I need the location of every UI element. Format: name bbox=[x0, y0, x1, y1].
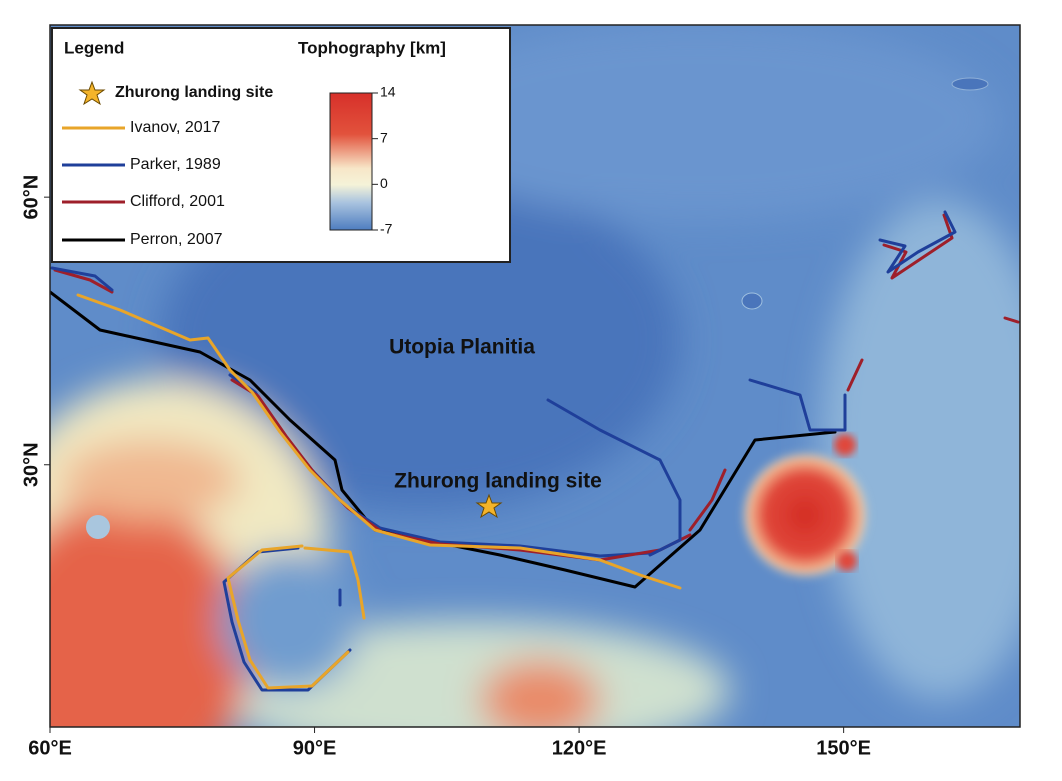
parker-line bbox=[546, 398, 682, 557]
colorbar-tick-label: 14 bbox=[380, 84, 396, 100]
legend-entry: Clifford, 2001 bbox=[130, 193, 225, 210]
perron-line bbox=[50, 290, 837, 589]
x-tick-label: 90°E bbox=[293, 737, 337, 759]
clifford-line bbox=[53, 268, 114, 294]
legend-entry: Perron, 2007 bbox=[130, 231, 223, 248]
x-tick-label: 60°E bbox=[28, 737, 72, 759]
site-label: Zhurong landing site bbox=[394, 470, 602, 493]
x-tick-label: 120°E bbox=[552, 737, 607, 759]
parker-line bbox=[748, 378, 847, 432]
legend-entry: Parker, 1989 bbox=[130, 156, 221, 173]
ivanov-line bbox=[226, 544, 350, 690]
colorbar-tick-label: 7 bbox=[380, 129, 388, 145]
legend-title: Legend bbox=[64, 38, 124, 57]
colorbar bbox=[329, 92, 373, 231]
topography bbox=[50, 25, 1020, 727]
y-tick-label: 30°N bbox=[20, 442, 42, 487]
clifford-line bbox=[846, 358, 864, 392]
region-label: Utopia Planitia bbox=[389, 336, 535, 359]
legend-site: Zhurong landing site bbox=[115, 84, 273, 101]
clifford-line bbox=[688, 468, 727, 532]
clifford-line bbox=[1003, 316, 1020, 324]
parker-line bbox=[50, 266, 114, 292]
volcano bbox=[740, 450, 870, 580]
parker-line bbox=[878, 210, 957, 274]
x-tick-label: 150°E bbox=[816, 737, 871, 759]
legend-entry: Ivanov, 2017 bbox=[130, 119, 221, 136]
site-star bbox=[475, 493, 503, 519]
y-tick-label: 60°N bbox=[20, 175, 42, 220]
ticks: 60°E 90°E 120°E 150°E 60°N 30°N 14 7 0 -7 bbox=[20, 84, 871, 760]
colorbar-title: Tophography [km] bbox=[298, 38, 446, 57]
ivanov-line bbox=[303, 546, 366, 620]
ivanov-line bbox=[76, 293, 682, 590]
colorbar-tick-label: -7 bbox=[380, 221, 393, 237]
contours bbox=[50, 210, 1020, 692]
colorbar-tick-label: 0 bbox=[380, 175, 388, 191]
legend: Legend Tophography [km] Zhurong landing … bbox=[51, 27, 511, 263]
map-frame bbox=[49, 24, 1021, 728]
